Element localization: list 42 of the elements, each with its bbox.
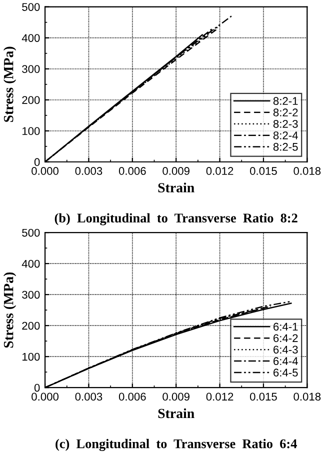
y-tick-label: 0 bbox=[34, 158, 40, 166]
x-tick-label: 0.003 bbox=[75, 167, 102, 175]
x-tick-label: 0.018 bbox=[294, 392, 321, 401]
legend-label: 6:4-2 bbox=[274, 334, 298, 342]
y-tick-label: 100 bbox=[22, 127, 40, 136]
x-tick-label: 0.012 bbox=[206, 167, 234, 175]
y-tick-label: 300 bbox=[22, 290, 40, 299]
x-tick-label: 0.009 bbox=[162, 167, 190, 175]
legend-label: 8:2-3 bbox=[273, 120, 298, 128]
legend-label: 8:2-5 bbox=[273, 142, 298, 151]
legend-label: 8:2-1 bbox=[273, 97, 298, 105]
x-tick-label: 0.015 bbox=[250, 167, 277, 175]
x-tick-label: 0.003 bbox=[75, 392, 102, 401]
y-tick-label: 500 bbox=[22, 3, 40, 11]
y-tick-label: 400 bbox=[22, 260, 40, 268]
x-tick-label: 0.006 bbox=[118, 167, 146, 175]
x-axis-title: Strain bbox=[158, 408, 194, 418]
x-tick-label: 0.018 bbox=[294, 167, 321, 175]
y-tick-label: 200 bbox=[22, 322, 40, 330]
y-tick-label: 0 bbox=[34, 384, 40, 392]
legend-label: 6:4-3 bbox=[274, 346, 298, 354]
legend-label: 6:4-1 bbox=[274, 322, 298, 331]
y-tick-label: 200 bbox=[22, 96, 40, 104]
legend-label: 6:4-4 bbox=[274, 357, 298, 366]
x-tick-label: 0.000 bbox=[32, 392, 59, 401]
y-tick-label: 400 bbox=[22, 34, 40, 42]
x-tick-label: 0.009 bbox=[162, 392, 190, 401]
legend-label: 8:2-4 bbox=[273, 131, 298, 140]
legend-label: 6:4-5 bbox=[274, 368, 298, 377]
y-tick-label: 500 bbox=[22, 228, 40, 237]
y-tick-label: 300 bbox=[22, 65, 40, 73]
text: (b) Longitudinal to Transverse Ratio 8:2 bbox=[54, 213, 298, 226]
legend-label: 8:2-2 bbox=[273, 108, 298, 116]
x-axis-title: Strain bbox=[158, 182, 194, 192]
text: (c) Longitudinal to Transverse Ratio 6:4 bbox=[56, 438, 297, 451]
y-axis-title: Stress (MPa) bbox=[3, 46, 16, 122]
x-tick-label: 0.000 bbox=[32, 167, 59, 175]
y-tick-label: 100 bbox=[22, 352, 40, 361]
x-tick-label: 0.006 bbox=[118, 392, 146, 401]
x-tick-label: 0.012 bbox=[206, 392, 234, 401]
x-tick-label: 0.015 bbox=[250, 392, 277, 401]
y-axis-title: Stress (MPa) bbox=[3, 272, 16, 348]
